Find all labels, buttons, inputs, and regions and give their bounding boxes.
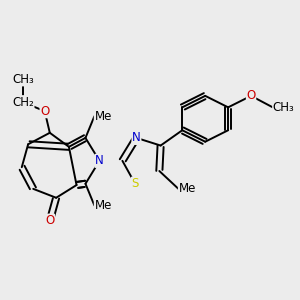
Text: CH₃: CH₃ bbox=[12, 73, 34, 86]
Text: CH₃: CH₃ bbox=[273, 101, 295, 114]
Text: O: O bbox=[246, 89, 256, 102]
Text: CH₂: CH₂ bbox=[12, 96, 34, 109]
Text: Me: Me bbox=[94, 110, 112, 123]
Text: O: O bbox=[40, 105, 49, 118]
Text: Me: Me bbox=[94, 199, 112, 212]
Text: N: N bbox=[132, 131, 141, 144]
Text: Me: Me bbox=[178, 182, 196, 195]
Text: N: N bbox=[95, 154, 104, 167]
Text: O: O bbox=[45, 214, 54, 227]
Text: S: S bbox=[131, 177, 139, 190]
